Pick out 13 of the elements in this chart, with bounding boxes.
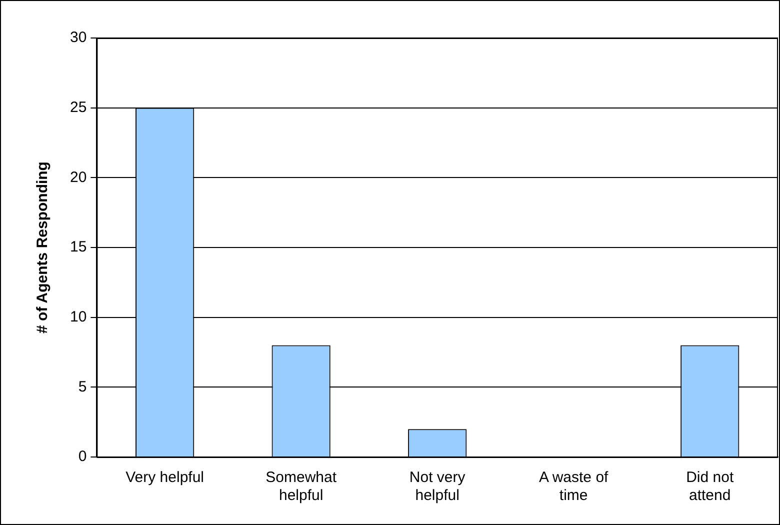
y-tick-label: 20 (70, 168, 87, 186)
y-tick-label: 5 (78, 378, 87, 396)
y-tick-label: 25 (70, 98, 87, 116)
x-tick-label: A waste of time (538, 469, 610, 504)
y-tick-label: 30 (70, 29, 87, 46)
x-tick-label: Did not attend (686, 469, 734, 504)
y-tick-label: 0 (78, 448, 87, 466)
x-tick-label: Somewhat helpful (266, 469, 338, 504)
x-tick-label: Not very helpful (409, 469, 466, 504)
x-tick-label: Very helpful (126, 469, 204, 486)
y-tick-label: 10 (70, 308, 87, 326)
y-tick-label: 15 (70, 238, 87, 256)
y-axis-title: # of Agents Responding (34, 162, 52, 334)
